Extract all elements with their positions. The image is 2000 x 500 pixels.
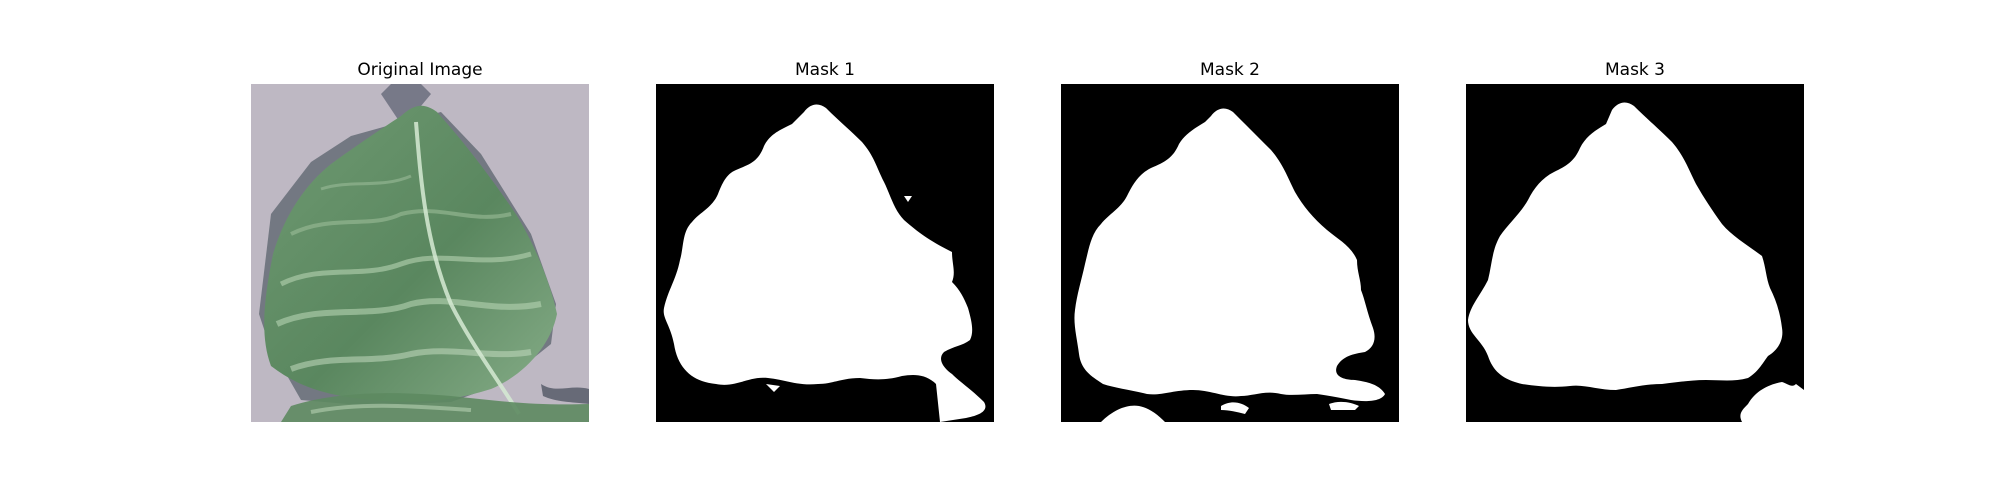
mask-1-image — [656, 84, 994, 422]
original-leaf-photo — [251, 84, 589, 422]
panel-title: Mask 1 — [794, 60, 855, 80]
panel-title: Mask 3 — [1604, 60, 1665, 80]
panel-title: Original Image — [357, 60, 483, 80]
panel-title: Mask 2 — [1199, 60, 1260, 80]
mask-2-image — [1061, 84, 1399, 422]
mask-3-image — [1466, 84, 1804, 422]
